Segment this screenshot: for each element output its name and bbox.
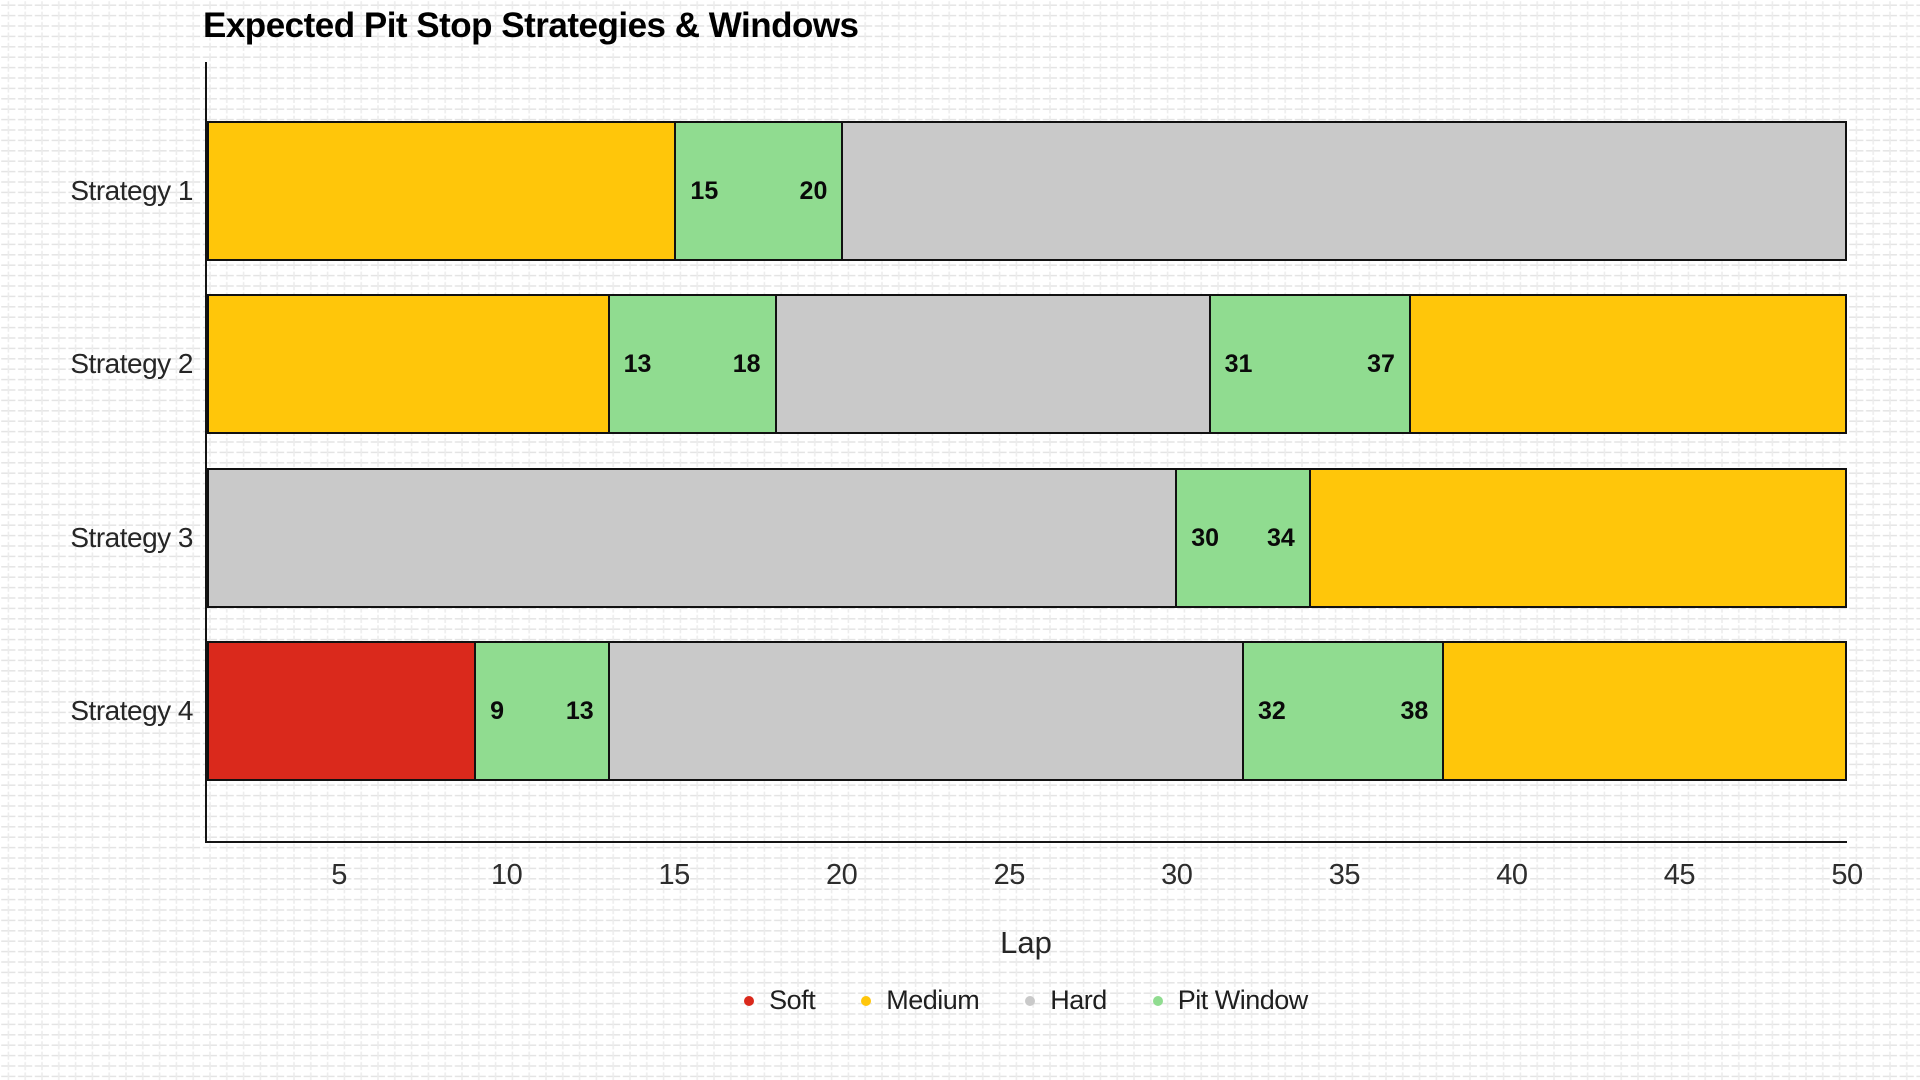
legend-dot-icon (744, 995, 755, 1006)
x-tick-label: 10 (490, 859, 523, 891)
stint-segment-pit-window: 9 13 (476, 643, 610, 779)
x-tick-label: 50 (1831, 859, 1863, 891)
x-tick-label: 5 (331, 859, 347, 891)
plot-area: 15 20 13 18 31 37 30 34 9 13 32 38 (205, 62, 1847, 843)
legend-item-medium: Medium (861, 985, 980, 1016)
pit-window-lap-label: 34 (1266, 523, 1295, 552)
stint-segment-hard (609, 643, 1244, 779)
legend-dot-icon (861, 995, 872, 1006)
stint-segment-medium (209, 123, 677, 259)
x-tick-label: 30 (1161, 859, 1193, 891)
x-tick-label: 45 (1663, 859, 1696, 891)
legend-dot-icon (1152, 995, 1163, 1006)
strategy-bar: 30 34 (207, 468, 1847, 608)
pit-window-lap-label: 9 (490, 696, 504, 725)
x-tick-label: 40 (1496, 859, 1528, 891)
strategy-bar: 15 20 (207, 121, 1847, 261)
x-tick-label: 20 (826, 859, 858, 891)
pit-window-lap-label: 15 (690, 176, 719, 205)
legend-dot-icon (1025, 995, 1036, 1006)
stint-segment-medium (1410, 296, 1845, 432)
pit-window-lap-label: 20 (799, 176, 828, 205)
stint-segment-hard (776, 296, 1211, 432)
y-category-label: Strategy 2 (70, 348, 193, 379)
stint-segment-pit-window: 15 20 (676, 123, 844, 259)
x-tick-label: 35 (1328, 859, 1361, 891)
y-category-label: Strategy 3 (70, 522, 193, 553)
x-tick-label: 15 (658, 859, 691, 891)
pit-window-lap-label: 38 (1400, 696, 1429, 725)
legend-label: Hard (1050, 985, 1107, 1015)
x-axis: 5 10 15 20 25 30 35 40 45 50 (205, 845, 1863, 905)
legend-item-soft: Soft (744, 985, 816, 1016)
stint-segment-pit-window: 13 18 (609, 296, 777, 432)
x-axis-label: Lap (1000, 925, 1052, 960)
pit-window-lap-label: 30 (1191, 523, 1220, 552)
stint-segment-hard (843, 123, 1845, 259)
pit-window-lap-label: 37 (1367, 349, 1395, 378)
strategy-bar: 13 18 31 37 (207, 294, 1847, 434)
y-category-label: Strategy 4 (70, 695, 193, 726)
legend-item-pit-window: Pit Window (1152, 985, 1309, 1016)
legend-label: Pit Window (1177, 985, 1309, 1015)
pit-window-lap-label: 13 (565, 696, 594, 725)
stint-segment-hard (209, 470, 1178, 606)
y-category-label: Strategy 1 (70, 175, 193, 206)
pit-window-lap-label: 13 (623, 349, 652, 378)
legend-item-hard: Hard (1025, 985, 1107, 1016)
stint-segment-medium (1310, 470, 1845, 606)
pit-window-lap-label: 31 (1224, 349, 1253, 378)
stint-segment-pit-window: 30 34 (1177, 470, 1311, 606)
strategy-bar: 9 13 32 38 (207, 641, 1847, 781)
stint-segment-medium (209, 296, 610, 432)
legend-label: Medium (886, 985, 980, 1015)
x-tick-label: 25 (993, 859, 1026, 891)
legend-label: Soft (769, 985, 816, 1015)
stint-segment-pit-window: 31 37 (1210, 296, 1411, 432)
pit-window-lap-label: 18 (732, 349, 761, 378)
pit-window-lap-label: 32 (1258, 696, 1286, 725)
legend: Soft Medium Hard Pit Window (205, 985, 1847, 1016)
stint-segment-medium (1444, 643, 1845, 779)
chart-title: Expected Pit Stop Strategies & Windows (203, 6, 859, 45)
stint-segment-pit-window: 32 38 (1244, 643, 1445, 779)
stint-segment-soft (209, 643, 477, 779)
